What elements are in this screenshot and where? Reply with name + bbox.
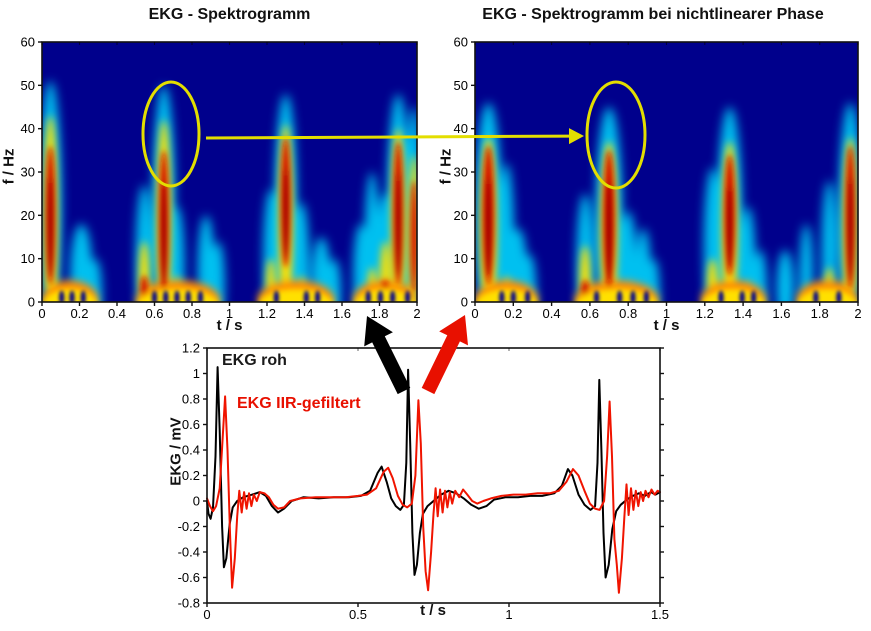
ecg-ylabel: EKG / mV	[167, 417, 185, 486]
svg-text:60: 60	[21, 35, 35, 50]
svg-text:1.8: 1.8	[811, 306, 829, 321]
spectrogram-right-title: EKG - Spektrogramm bei nichtlinearer Pha…	[482, 6, 824, 23]
svg-text:0: 0	[38, 306, 45, 321]
svg-text:0.8: 0.8	[182, 392, 200, 407]
svg-text:1.6: 1.6	[772, 306, 790, 321]
axis-ticks: 0 0.5 1 1.5 -0.8 -0.6 -0.4 -0.2 0 0.2 0.4 0.6 0.8 1 1.…	[178, 341, 669, 623]
legend-ekg-roh: EKG roh	[222, 352, 287, 369]
svg-text:20: 20	[21, 208, 35, 223]
svg-text:50: 50	[21, 78, 35, 93]
spectrogram-background	[475, 42, 858, 302]
svg-text:-0.8: -0.8	[178, 596, 200, 611]
svg-text:1: 1	[193, 366, 200, 381]
svg-text:1: 1	[505, 607, 512, 622]
svg-text:1.2: 1.2	[182, 341, 200, 356]
svg-text:0.2: 0.2	[504, 306, 522, 321]
svg-text:0: 0	[193, 494, 200, 509]
svg-text:0.4: 0.4	[182, 443, 200, 458]
svg-text:0.6: 0.6	[182, 417, 200, 432]
svg-text:0.8: 0.8	[183, 306, 201, 321]
axis-box	[206, 347, 661, 604]
svg-text:0.8: 0.8	[619, 306, 637, 321]
ecg-xlabel: t / s	[420, 602, 446, 619]
svg-text:2: 2	[854, 306, 861, 321]
svg-text:20: 20	[454, 208, 468, 223]
ecg-plot: 0 0.5 1 1.5 -0.8 -0.6 -0.4 -0.2 0 0.2 0.4 0.6 0.8 1 1.…	[165, 335, 695, 631]
base-notches	[59, 290, 411, 302]
svg-text:0.4: 0.4	[108, 306, 126, 321]
svg-text:0.2: 0.2	[182, 468, 200, 483]
spectrogram-right-ylabel: f / Hz	[437, 148, 455, 185]
svg-text:40: 40	[21, 121, 35, 136]
svg-text:1.6: 1.6	[333, 306, 351, 321]
spectrogram-left: EKG - Spektrogramm 0 0.2 0.4 0.6 0.8 1 1.2 1.4 1…	[0, 0, 435, 340]
svg-text:10: 10	[454, 251, 468, 266]
svg-text:0.2: 0.2	[70, 306, 88, 321]
svg-text:30: 30	[21, 165, 35, 180]
base-notches	[499, 290, 842, 302]
svg-text:10: 10	[21, 251, 35, 266]
svg-text:1.2: 1.2	[258, 306, 276, 321]
svg-text:60: 60	[454, 35, 468, 50]
svg-text:0.5: 0.5	[349, 607, 367, 622]
spectrogram-left-title: EKG - Spektrogramm	[148, 6, 311, 23]
ecg-canvas: 0 0.5 1 1.5 -0.8 -0.6 -0.4 -0.2 0 0.2 0.4 0.6 0.8 1 1.…	[178, 341, 669, 623]
svg-text:0.4: 0.4	[543, 306, 561, 321]
svg-text:0.6: 0.6	[145, 306, 163, 321]
spectrogram-left-ylabel: f / Hz	[0, 148, 18, 185]
svg-text:-0.2: -0.2	[178, 519, 200, 534]
svg-text:1.4: 1.4	[734, 306, 752, 321]
svg-text:-0.6: -0.6	[178, 570, 200, 585]
svg-text:0: 0	[471, 306, 478, 321]
spectrogram-right: EKG - Spektrogramm bei nichtlinearer Pha…	[435, 0, 871, 340]
ecg-series-1	[206, 395, 661, 594]
svg-text:2: 2	[413, 306, 420, 321]
svg-text:1.4: 1.4	[295, 306, 313, 321]
spectrogram-right-xlabel: t / s	[653, 317, 680, 334]
svg-text:1.2: 1.2	[696, 306, 714, 321]
svg-text:0: 0	[203, 607, 210, 622]
svg-text:0: 0	[461, 295, 468, 310]
svg-text:30: 30	[454, 165, 468, 180]
legend-ekg-iir-gefiltert: EKG IIR-gefiltert	[237, 395, 361, 412]
svg-text:50: 50	[454, 78, 468, 93]
svg-text:1: 1	[226, 306, 233, 321]
svg-text:0: 0	[28, 295, 35, 310]
svg-text:-0.4: -0.4	[178, 545, 200, 560]
energy-layer-red	[476, 146, 857, 302]
svg-text:1.5: 1.5	[651, 607, 669, 622]
svg-text:1: 1	[663, 306, 670, 321]
svg-text:0.6: 0.6	[581, 306, 599, 321]
svg-text:40: 40	[454, 121, 468, 136]
spectrogram-left-xlabel: t / s	[216, 317, 243, 334]
